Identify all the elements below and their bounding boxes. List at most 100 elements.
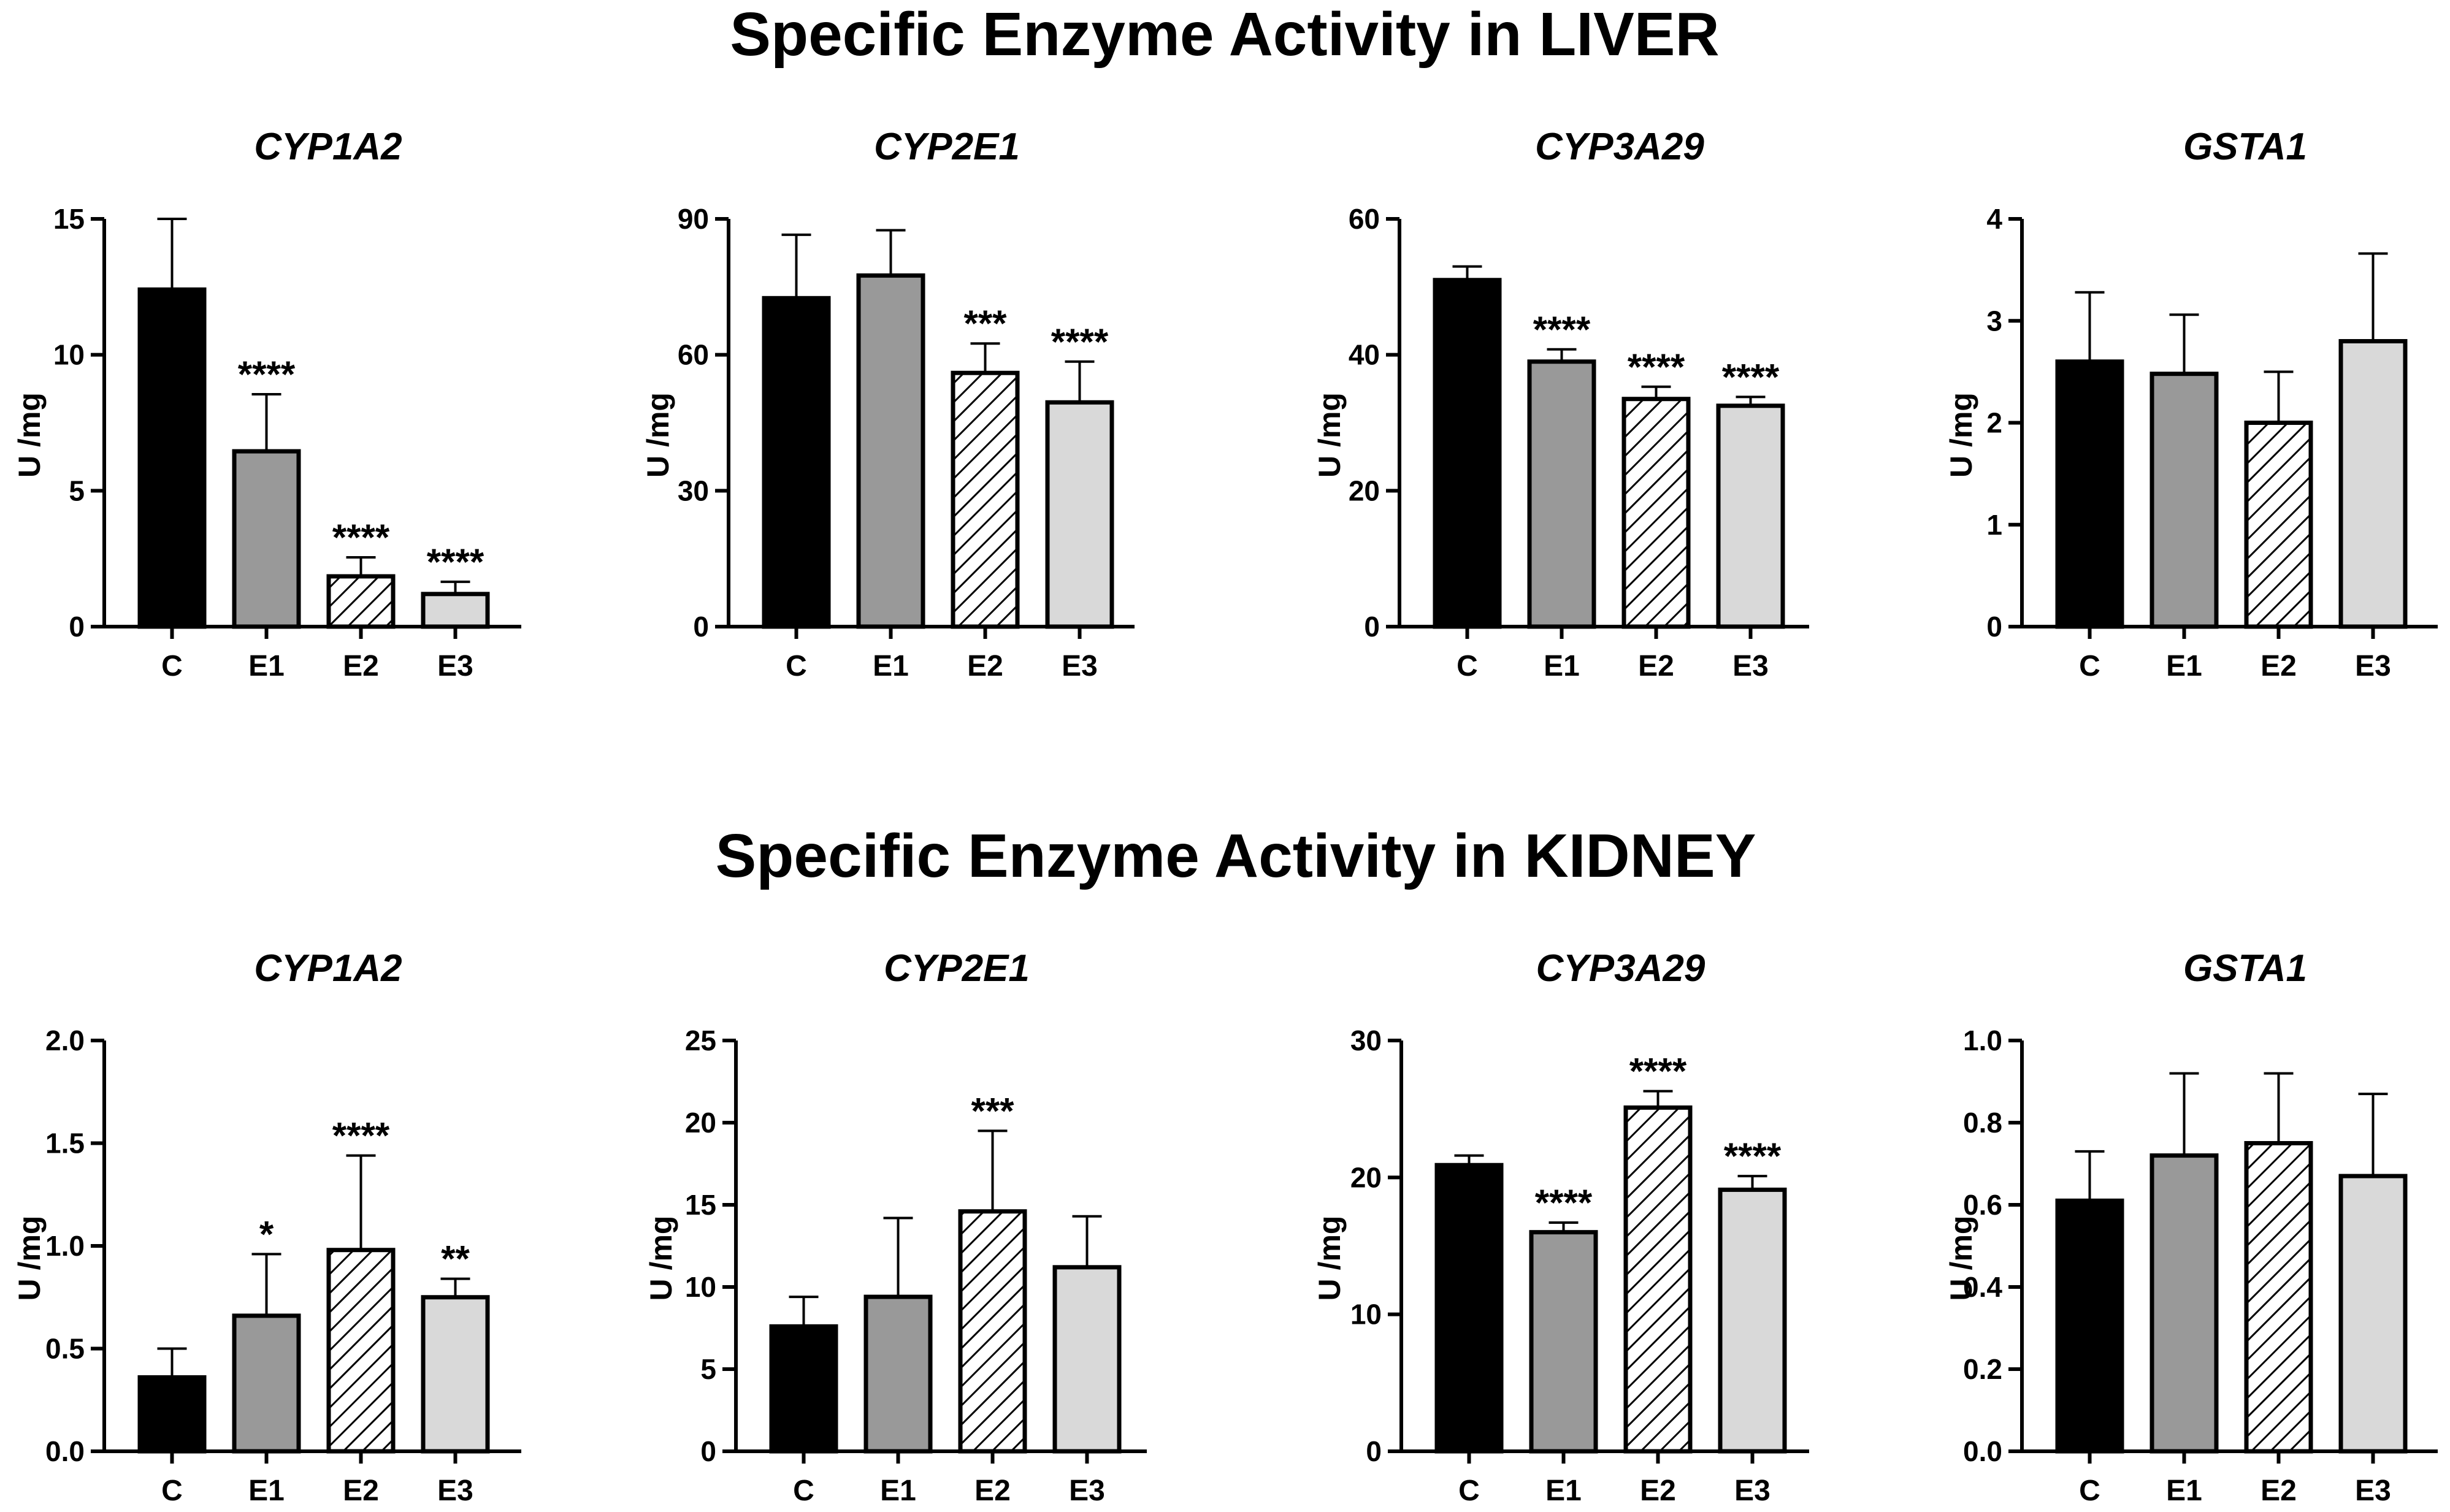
x-tick-label: C [1458,1475,1480,1507]
significance-marker: *** [963,303,1007,344]
y-tick-label: 0.2 [1963,1353,2002,1385]
x-tick-label: E3 [1734,1475,1771,1507]
y-tick-label: 0.8 [1963,1107,2002,1139]
x-tick-label: E3 [437,1475,473,1507]
y-axis-label: U /mg [1312,1216,1347,1301]
bar-e1 [2149,1153,2219,1454]
y-tick-label: 2 [1986,407,2002,439]
y-tick-label: 0.5 [45,1333,85,1365]
x-tick-label: C [161,1475,183,1507]
y-tick-label: 2.0 [45,1025,85,1056]
x-tick-label: E1 [873,650,909,682]
significance-marker: **** [1629,1051,1687,1092]
x-tick-label: E2 [1638,650,1674,682]
bar-e2 [2244,1141,2313,1454]
x-tick-label: E1 [2166,1475,2202,1507]
bar-e2 [1623,1105,1693,1454]
panel-liver-cyp3a29: CYP3A29 U /mg 0 20 40 60 C E1 **** E2 **** E3 **** [1312,126,1809,682]
x-tick-label: E1 [1545,1475,1582,1507]
y-tick-label: 0 [1986,611,2002,643]
bar-e1 [1529,1230,1598,1454]
bar-c [2055,359,2124,629]
panel-title: CYP2E1 [884,947,1030,990]
bar-c [137,1375,207,1454]
bar-e2 [326,574,396,629]
x-tick-label: E3 [437,650,473,682]
panel-title: CYP3A29 [1535,126,1704,168]
panel-kidney-cyp1a2: CYP1A2 U /mg 0.0 0.5 1.0 1.5 2.0 C E1 * E2 **** E3 ** [12,947,521,1507]
y-axis-label: U /mg [12,392,47,478]
x-tick-label: E2 [343,650,379,682]
x-tick-label: C [2079,1475,2100,1507]
bar-e1 [856,273,925,629]
panel-kidney-gsta1: GSTA1 U /mg 0.0 0.2 0.4 0.6 0.8 1.0 C E1 E2 E3 [1944,947,2438,1507]
x-tick-label: E1 [1544,650,1580,682]
y-tick-label: 1.0 [1963,1025,2002,1056]
significance-marker: **** [238,354,296,395]
section-title-liver: Specific Enzyme Activity in LIVER [730,0,1719,69]
bar-c [2055,1198,2124,1454]
panel-title: GSTA1 [2183,947,2307,990]
x-tick-label: E1 [880,1475,916,1507]
panel-title: CYP3A29 [1536,947,1705,990]
bar-e1 [2149,372,2219,629]
y-tick-label: 15 [685,1189,716,1221]
y-tick-label: 40 [1349,339,1380,371]
bar-c [1434,1163,1504,1454]
x-tick-label: C [786,650,807,682]
x-tick-label: E3 [2355,1475,2391,1507]
y-tick-label: 0 [700,1435,716,1467]
bar-e1 [232,1313,301,1454]
panel-kidney-cyp2e1: CYP2E1 U /mg 0 5 10 15 20 25 C E1 E2 *** E3 [644,947,1147,1507]
y-tick-label: 20 [1350,1161,1382,1193]
x-tick-label: E3 [1062,650,1098,682]
significance-marker: *** [971,1090,1014,1131]
y-axis-label: U /mg [12,1216,47,1301]
panel-liver-cyp1a2: CYP1A2 U /mg 0 5 10 15 C E1 **** E2 **** E3 **** [12,126,521,682]
x-tick-label: E1 [248,650,285,682]
panel-title: CYP1A2 [254,947,402,990]
y-tick-label: 30 [1350,1025,1382,1056]
significance-marker: **** [1722,356,1780,397]
significance-marker: **** [1533,309,1591,350]
bar-e3 [2338,339,2408,629]
x-tick-label: E3 [1732,650,1769,682]
y-tick-label: 5 [69,475,85,506]
y-tick-label: 20 [1349,475,1380,506]
x-tick-label: E1 [2166,650,2202,682]
x-tick-label: E2 [2261,1475,2297,1507]
bar-e2 [2244,421,2313,629]
bar-e3 [421,592,490,629]
y-tick-label: 15 [53,203,85,235]
bar-e3 [421,1295,490,1454]
bar-e2 [951,370,1020,629]
y-tick-label: 90 [678,203,709,235]
panel-title: CYP1A2 [254,126,402,168]
x-tick-label: C [793,1475,814,1507]
panel-liver-gsta1: GSTA1 U /mg 0 1 2 3 4 C E1 E2 E3 [1944,126,2438,682]
y-tick-label: 0.6 [1963,1189,2002,1221]
significance-marker: ** [441,1239,470,1280]
bar-c [1433,278,1502,629]
bar-e1 [1527,359,1596,629]
y-axis-label: U /mg [1944,1216,1978,1301]
bar-c [769,1324,838,1454]
x-tick-label: E2 [343,1475,379,1507]
y-tick-label: 0.4 [1963,1271,2002,1303]
y-tick-label: 10 [53,339,85,371]
x-tick-label: E3 [2355,650,2391,682]
bar-e2 [1621,397,1691,629]
y-tick-label: 60 [678,339,709,371]
bar-e3 [1716,403,1785,629]
x-tick-label: E3 [1069,1475,1105,1507]
bar-c [762,296,831,629]
significance-marker: **** [1628,346,1685,388]
y-tick-label: 1 [1986,509,2002,541]
x-tick-label: E2 [1640,1475,1676,1507]
bar-e1 [863,1294,933,1454]
y-tick-label: 0 [1364,611,1380,643]
y-tick-label: 0 [693,611,709,643]
significance-marker: **** [1535,1182,1593,1223]
